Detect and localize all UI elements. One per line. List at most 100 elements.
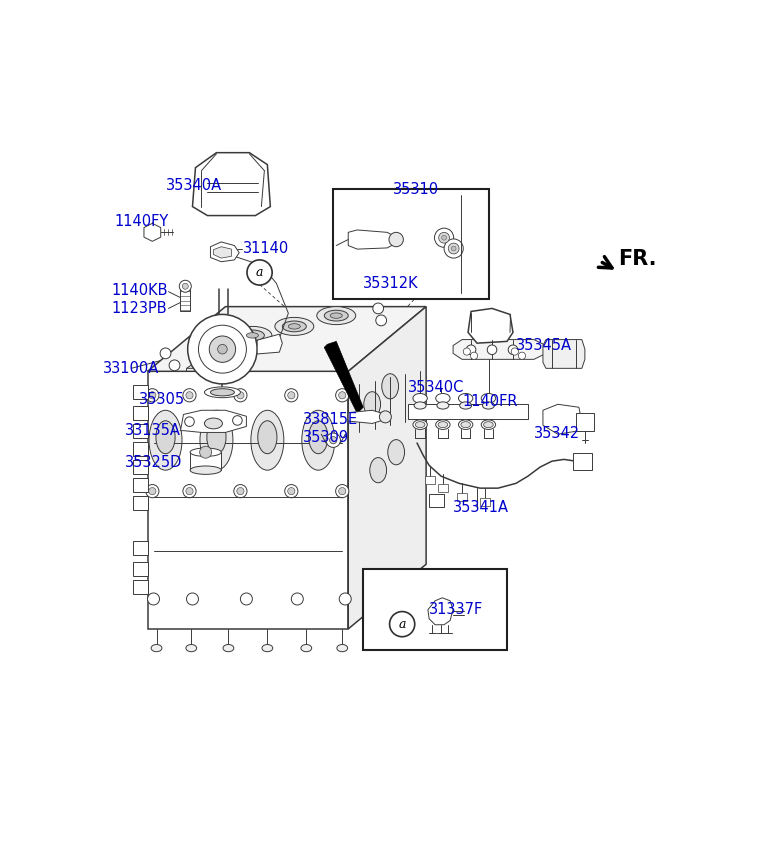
- Ellipse shape: [413, 393, 427, 403]
- Text: 35305: 35305: [138, 392, 185, 407]
- Circle shape: [508, 345, 518, 354]
- Circle shape: [339, 392, 346, 399]
- Circle shape: [451, 246, 456, 251]
- Ellipse shape: [190, 466, 221, 474]
- Circle shape: [463, 348, 471, 355]
- Bar: [573, 454, 592, 470]
- Circle shape: [389, 232, 404, 247]
- Circle shape: [335, 388, 349, 402]
- Polygon shape: [144, 223, 161, 242]
- Circle shape: [209, 336, 236, 362]
- Ellipse shape: [288, 324, 300, 329]
- Polygon shape: [192, 153, 271, 215]
- Circle shape: [148, 593, 159, 605]
- Circle shape: [339, 488, 346, 494]
- Circle shape: [240, 593, 252, 605]
- Circle shape: [335, 484, 349, 498]
- Polygon shape: [133, 496, 148, 510]
- Circle shape: [146, 388, 159, 402]
- Text: 35340C: 35340C: [408, 380, 465, 395]
- Circle shape: [373, 303, 383, 314]
- Circle shape: [233, 484, 247, 498]
- Bar: [425, 476, 434, 484]
- Circle shape: [169, 360, 180, 371]
- Text: 31140: 31140: [243, 241, 290, 256]
- Polygon shape: [133, 541, 148, 555]
- Text: FR.: FR.: [618, 249, 656, 270]
- Ellipse shape: [188, 338, 227, 356]
- Ellipse shape: [482, 420, 495, 429]
- Circle shape: [439, 232, 449, 243]
- Circle shape: [288, 488, 295, 494]
- Text: 35312K: 35312K: [363, 276, 419, 291]
- Polygon shape: [181, 410, 247, 432]
- Ellipse shape: [196, 342, 220, 353]
- Circle shape: [179, 281, 191, 293]
- Circle shape: [284, 484, 298, 498]
- Ellipse shape: [301, 644, 312, 652]
- Bar: [181, 287, 190, 311]
- Polygon shape: [408, 404, 528, 419]
- Circle shape: [444, 239, 463, 258]
- Circle shape: [233, 388, 247, 402]
- Ellipse shape: [282, 321, 306, 332]
- Ellipse shape: [156, 421, 175, 454]
- Ellipse shape: [200, 410, 233, 470]
- Polygon shape: [213, 247, 231, 258]
- Ellipse shape: [257, 421, 277, 454]
- Bar: [480, 498, 489, 506]
- Ellipse shape: [301, 410, 335, 470]
- Circle shape: [326, 433, 340, 448]
- Circle shape: [160, 348, 171, 359]
- Ellipse shape: [436, 420, 450, 429]
- Ellipse shape: [337, 644, 348, 652]
- Polygon shape: [453, 339, 546, 360]
- Ellipse shape: [482, 402, 495, 409]
- Polygon shape: [325, 342, 363, 413]
- Circle shape: [237, 488, 244, 494]
- Ellipse shape: [436, 393, 450, 403]
- Polygon shape: [543, 404, 582, 434]
- Text: 35325D: 35325D: [125, 455, 182, 470]
- Circle shape: [284, 388, 298, 402]
- Polygon shape: [186, 356, 240, 368]
- Circle shape: [511, 348, 519, 355]
- Text: a: a: [398, 617, 406, 631]
- Ellipse shape: [369, 458, 386, 483]
- Circle shape: [186, 593, 199, 605]
- Ellipse shape: [210, 388, 234, 396]
- Polygon shape: [133, 424, 148, 438]
- Text: a: a: [256, 266, 264, 279]
- Ellipse shape: [308, 421, 328, 454]
- Circle shape: [471, 352, 478, 360]
- Circle shape: [148, 392, 156, 399]
- Polygon shape: [428, 598, 453, 625]
- Ellipse shape: [325, 310, 348, 321]
- Polygon shape: [133, 562, 148, 576]
- Ellipse shape: [438, 421, 448, 427]
- Polygon shape: [133, 580, 148, 594]
- Circle shape: [291, 593, 303, 605]
- Ellipse shape: [240, 330, 264, 341]
- Bar: [363, 569, 507, 650]
- Ellipse shape: [413, 420, 427, 429]
- Text: 35341A: 35341A: [453, 499, 509, 515]
- Circle shape: [188, 315, 257, 384]
- Circle shape: [288, 392, 295, 399]
- Text: 35310: 35310: [393, 182, 439, 198]
- Circle shape: [183, 484, 196, 498]
- Bar: [190, 452, 221, 470]
- Circle shape: [146, 484, 159, 498]
- Polygon shape: [348, 307, 426, 629]
- Circle shape: [185, 417, 194, 427]
- Ellipse shape: [202, 344, 213, 350]
- Ellipse shape: [186, 644, 196, 652]
- Polygon shape: [133, 478, 148, 493]
- Text: 35309: 35309: [303, 430, 349, 445]
- Text: 1140FY: 1140FY: [114, 214, 169, 229]
- Circle shape: [466, 345, 476, 354]
- Polygon shape: [133, 385, 148, 399]
- Ellipse shape: [190, 448, 221, 456]
- Text: 35340A: 35340A: [165, 178, 222, 193]
- Polygon shape: [133, 460, 148, 474]
